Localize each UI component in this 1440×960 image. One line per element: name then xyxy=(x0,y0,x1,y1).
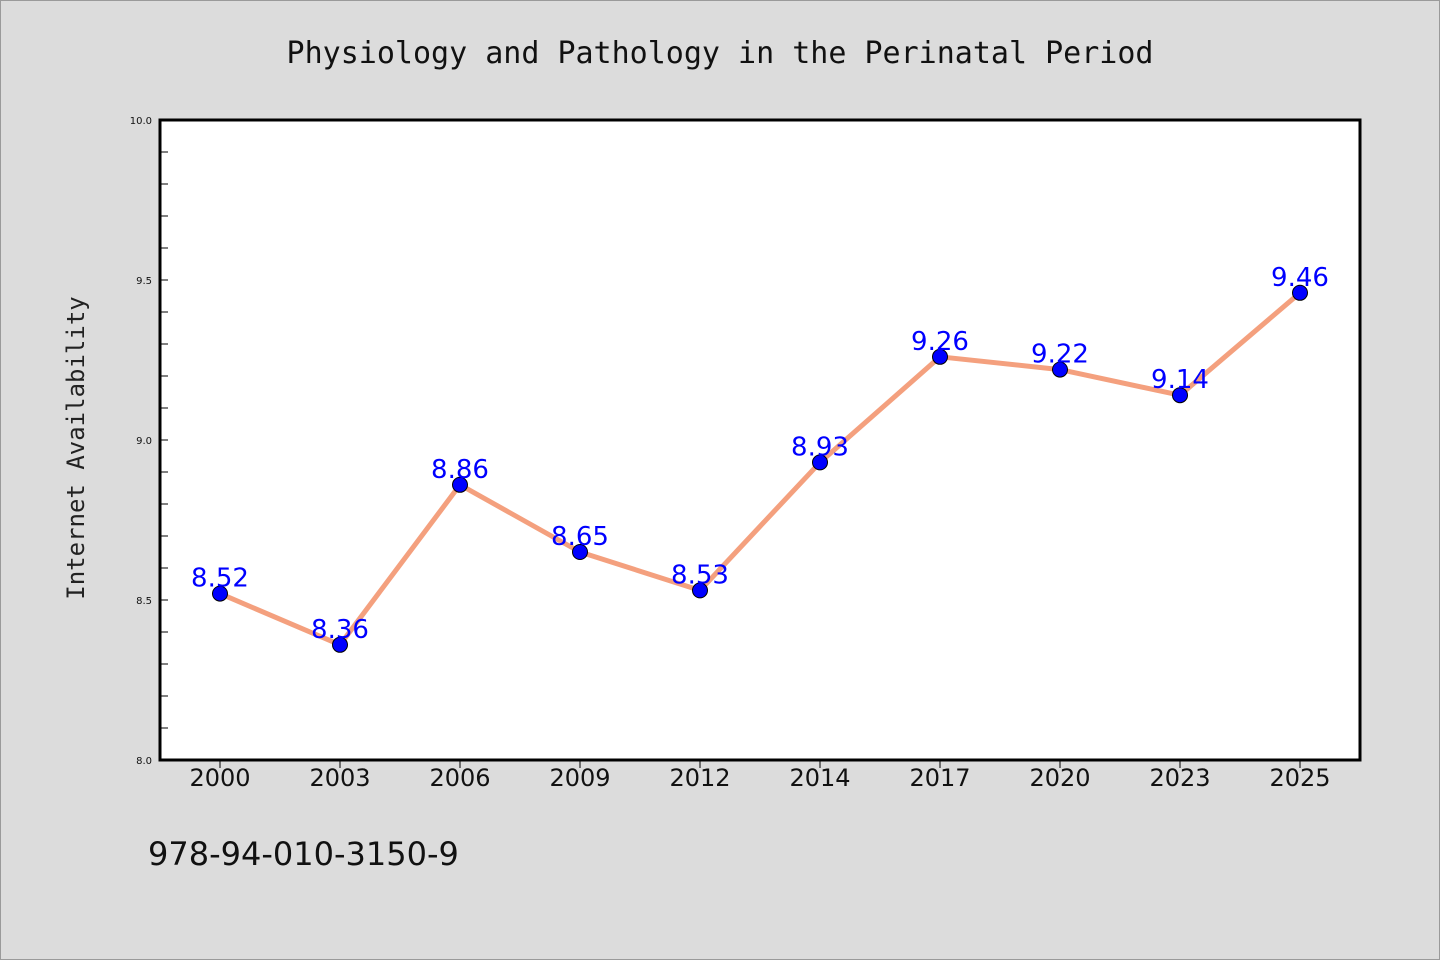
data-point xyxy=(452,476,468,493)
data-point xyxy=(212,585,228,602)
data-label: 8.93 xyxy=(791,432,849,462)
x-tick-label: 2003 xyxy=(309,764,370,792)
chart-title: Physiology and Pathology in the Perinata… xyxy=(287,36,1154,71)
data-label: 9.46 xyxy=(1271,263,1329,293)
plot-area xyxy=(160,120,1360,760)
y-tick-label: 9.0 xyxy=(136,436,152,447)
data-point xyxy=(1292,284,1308,301)
x-tick-label: 2014 xyxy=(789,764,850,792)
x-tick-label: 2009 xyxy=(549,764,610,792)
x-tick-label: 2025 xyxy=(1269,764,1330,792)
data-point xyxy=(572,544,588,560)
x-tick-label: 2017 xyxy=(909,764,970,792)
y-axis-label: Internet Availability xyxy=(62,296,90,599)
data-point xyxy=(1052,361,1068,378)
plot-border xyxy=(158,118,1362,762)
data-label: 8.36 xyxy=(311,615,369,645)
data-point xyxy=(692,582,708,599)
y-tick-label: 8.0 xyxy=(136,756,152,767)
data-label: 8.86 xyxy=(431,455,489,485)
data-label-group: 8.52 8.36 8.86 8.65 8.53 8.93 9.26 9.22 9.14 9.46 xyxy=(191,263,1329,645)
y-tick-label: 8.5 xyxy=(136,596,152,607)
x-axis-ticks: 2000 2003 2006 2009 2012 2014 2017 2020 2023 2025 xyxy=(189,760,1331,792)
series-line xyxy=(217,290,1303,648)
x-tick-label: 2020 xyxy=(1029,764,1090,792)
data-point xyxy=(332,636,348,653)
data-label: 9.22 xyxy=(1031,340,1089,370)
series-line-group xyxy=(212,284,1308,653)
data-label: 9.26 xyxy=(911,327,969,357)
x-tick-label: 2012 xyxy=(669,764,730,792)
y-tick-label: 10.0 xyxy=(130,116,152,127)
data-label: 8.65 xyxy=(551,522,609,552)
x-tick-label: 2000 xyxy=(189,764,250,792)
data-label: 8.53 xyxy=(671,560,729,590)
isbn-text: 978-94-010-3150-9 xyxy=(148,835,459,873)
data-label: 8.52 xyxy=(191,564,249,594)
data-point xyxy=(932,348,948,365)
data-point xyxy=(1172,387,1188,404)
data-point xyxy=(812,454,828,471)
x-tick-label: 2023 xyxy=(1149,764,1210,792)
y-tick-label: 9.5 xyxy=(136,276,152,287)
data-label: 9.14 xyxy=(1151,365,1209,395)
x-tick-label: 2006 xyxy=(429,764,490,792)
